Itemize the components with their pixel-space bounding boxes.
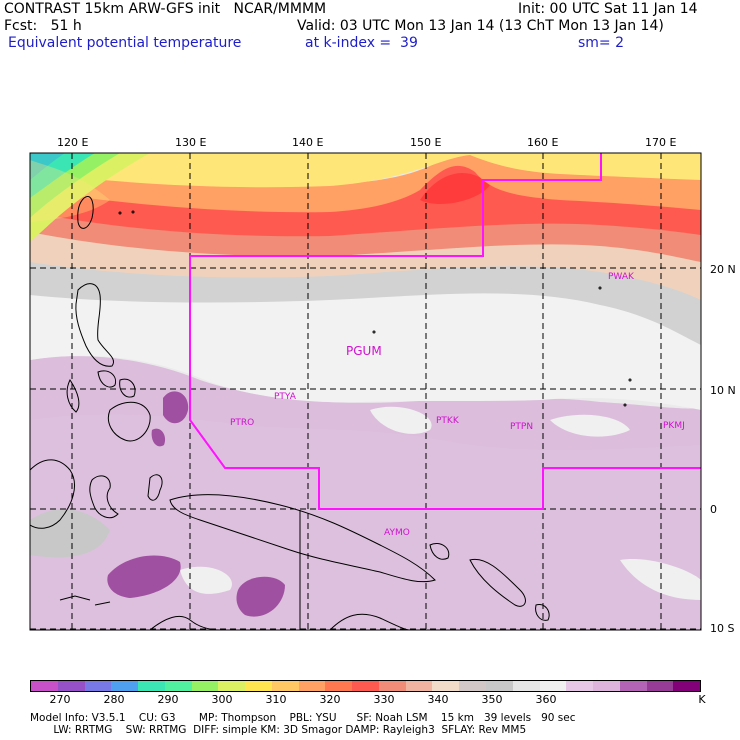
colorbar-label: 280 [103, 693, 125, 706]
smoothing: sm= 2 [578, 35, 625, 51]
field-name: Equivalent potential temperature [8, 35, 242, 51]
colorbar-swatch [619, 681, 647, 691]
colorbar-swatch [432, 681, 460, 691]
colorbar-swatch [271, 681, 299, 691]
colorbar-swatch [646, 681, 674, 691]
station-label: PKMJ [663, 421, 685, 431]
colorbar-swatch [191, 681, 219, 691]
station-label: PGUM [346, 344, 382, 358]
colorbar-swatch [566, 681, 594, 691]
station-label: PWAK [608, 272, 634, 282]
colorbar-swatch [378, 681, 406, 691]
colorbar-swatch [352, 681, 379, 691]
colorbar-label: 320 [319, 693, 341, 706]
colorbar-swatch [84, 681, 112, 691]
colorbar-swatch [673, 681, 701, 691]
colorbar-swatch [138, 681, 165, 691]
station-label: PTPN [510, 422, 534, 432]
forecast-hour: Fcst: 51 h [4, 18, 82, 34]
model-info: Model Info: V3.5.1 CU: G3 MP: Thompson P… [30, 712, 576, 724]
lat-label: 0 [710, 503, 717, 516]
colorbar-swatch [512, 681, 540, 691]
station-label: PTKK [436, 416, 459, 426]
station-label: PTRO [230, 418, 255, 428]
colorbar-swatch [245, 681, 272, 691]
init-time: Init: 00 UTC Sat 11 Jan 14 [518, 1, 698, 17]
colorbar-swatch [459, 681, 487, 691]
title-line: CONTRAST 15km ARW-GFS init NCAR/MMMM [4, 1, 327, 17]
lon-label: 140 E [292, 136, 324, 149]
colorbar-unit: K [698, 693, 706, 706]
colorbar-swatch [298, 681, 326, 691]
colorbar-label: 360 [535, 693, 557, 706]
valid-time: Valid: 03 UTC Mon 13 Jan 14 (13 ChT Mon … [297, 18, 664, 34]
colorbar-swatch [405, 681, 433, 691]
lon-label: 170 E [645, 136, 677, 149]
colorbar-swatch [539, 681, 567, 691]
colorbar-label: 350 [481, 693, 503, 706]
colorbar-swatch [111, 681, 139, 691]
model-physics: LW: RRTMG SW: RRTMG DIFF: simple KM: 3D … [30, 724, 527, 736]
theta-e-field [30, 153, 701, 630]
lat-label: 20 N [710, 263, 736, 276]
lon-label: 160 E [527, 136, 559, 149]
colorbar [30, 680, 701, 692]
colorbar-label: 290 [157, 693, 179, 706]
colorbar-swatch [31, 681, 58, 691]
colorbar-swatch [164, 681, 192, 691]
lon-label: 130 E [175, 136, 207, 149]
colorbar-label: 340 [427, 693, 449, 706]
level-index: at k-index = 39 [305, 35, 418, 51]
colorbar-label: 300 [211, 693, 233, 706]
inner-domain-boundary [189, 153, 701, 510]
colorbar-swatch [593, 681, 620, 691]
colorbar-swatch [325, 681, 353, 691]
lat-label: 10 N [710, 384, 736, 397]
lat-label: 10 S [710, 622, 735, 635]
colorbar-label: 330 [373, 693, 395, 706]
station-label: PTYA [274, 392, 296, 402]
coastlines [30, 196, 632, 630]
station-label: AYMO [384, 528, 410, 538]
lon-label: 120 E [57, 136, 89, 149]
colorbar-label: 270 [49, 693, 71, 706]
colorbar-swatch [57, 681, 85, 691]
colorbar-label: 310 [265, 693, 287, 706]
colorbar-swatch [486, 681, 513, 691]
colorbar-swatch [218, 681, 246, 691]
map-frame [29, 152, 702, 631]
lon-label: 150 E [410, 136, 442, 149]
